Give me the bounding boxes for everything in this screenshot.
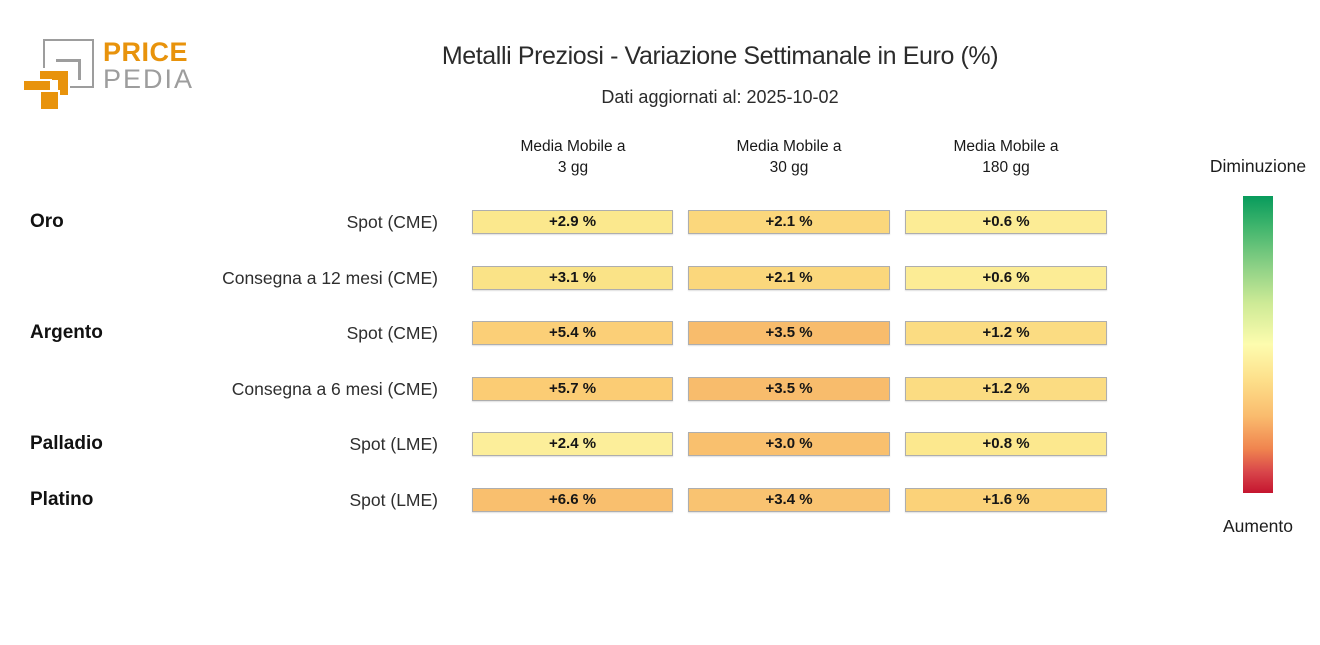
heatmap-cell: +5.4 %	[472, 321, 673, 345]
logo-orange-corner	[40, 71, 68, 95]
heatmap-cell: +0.8 %	[905, 432, 1107, 456]
logo-text-price: PRICE	[103, 37, 189, 67]
heatmap-cell: +1.6 %	[905, 488, 1107, 512]
legend-label-decrease: Diminuzione	[1209, 156, 1307, 176]
legend-label-increase: Aumento	[1222, 516, 1294, 536]
column-header-line2: 3 gg	[557, 159, 589, 176]
column-header-30gg: Media Mobile a 30 gg	[688, 136, 890, 178]
series-label: Spot (LME)	[349, 490, 439, 510]
series-label: Consegna a 12 mesi (CME)	[222, 268, 438, 288]
column-header-line1: Media Mobile a	[736, 138, 842, 155]
heatmap-cell: +2.4 %	[472, 432, 673, 456]
heatmap-cell: +1.2 %	[905, 377, 1107, 401]
table-row: Consegna a 12 mesi (CME) +3.1 % +2.1 % +…	[0, 266, 1320, 290]
heatmap-cell: +6.6 %	[472, 488, 673, 512]
heatmap-cell: +2.9 %	[472, 210, 673, 234]
metal-group-label: Argento	[30, 322, 103, 343]
series-label: Spot (CME)	[346, 323, 438, 343]
page-title: Metalli Preziosi - Variazione Settimanal…	[441, 42, 999, 70]
series-label: Spot (LME)	[349, 434, 439, 454]
heatmap-cell: +5.7 %	[472, 377, 673, 401]
heatmap-cell: +0.6 %	[905, 210, 1107, 234]
series-label: Consegna a 6 mesi (CME)	[231, 379, 438, 399]
column-header-3gg: Media Mobile a 3 gg	[472, 136, 674, 178]
pricepedia-logo-icon	[24, 30, 102, 115]
table-row: Consegna a 6 mesi (CME) +5.7 % +3.5 % +1…	[0, 377, 1320, 401]
column-header-180gg: Media Mobile a 180 gg	[905, 136, 1107, 178]
colorbar-gradient	[1243, 196, 1273, 493]
heatmap-cell: +3.5 %	[688, 377, 890, 401]
logo-mask	[43, 84, 63, 92]
metal-group-label: Palladio	[30, 433, 103, 454]
table-row: Platino Spot (LME) +6.6 % +3.4 % +1.6 %	[0, 488, 1320, 512]
heatmap-cell: +2.1 %	[688, 210, 890, 234]
logo-text-pedia: PEDIA	[103, 64, 195, 94]
column-header-line2: 180 gg	[982, 159, 1030, 176]
heatmap-cell: +3.4 %	[688, 488, 890, 512]
table-row: Argento Spot (CME) +5.4 % +3.5 % +1.2 %	[0, 321, 1320, 345]
column-header-line1: Media Mobile a	[953, 138, 1059, 155]
heatmap-cell: +3.5 %	[688, 321, 890, 345]
table-row: Oro Spot (CME) +2.9 % +2.1 % +0.6 %	[0, 210, 1320, 234]
heatmap-cell: +3.1 %	[472, 266, 673, 290]
heatmap-cell: +3.0 %	[688, 432, 890, 456]
heatmap-cell: +2.1 %	[688, 266, 890, 290]
column-header-line2: 30 gg	[769, 159, 809, 176]
column-header-line1: Media Mobile a	[520, 138, 626, 155]
heatmap-cell: +1.2 %	[905, 321, 1107, 345]
table-row: Palladio Spot (LME) +2.4 % +3.0 % +0.8 %	[0, 432, 1320, 456]
series-label: Spot (CME)	[346, 212, 438, 232]
logo-gray-corner	[56, 59, 81, 80]
metal-group-label: Oro	[30, 211, 64, 232]
pricepedia-logo: PRICE PEDIA	[24, 30, 254, 120]
metal-group-label: Platino	[30, 489, 94, 510]
logo-orange-square	[41, 92, 58, 109]
heatmap-cell: +0.6 %	[905, 266, 1107, 290]
logo-gray-square	[43, 39, 94, 88]
data-updated-subtitle: Dati aggiornati al: 2025-10-02	[601, 87, 839, 107]
